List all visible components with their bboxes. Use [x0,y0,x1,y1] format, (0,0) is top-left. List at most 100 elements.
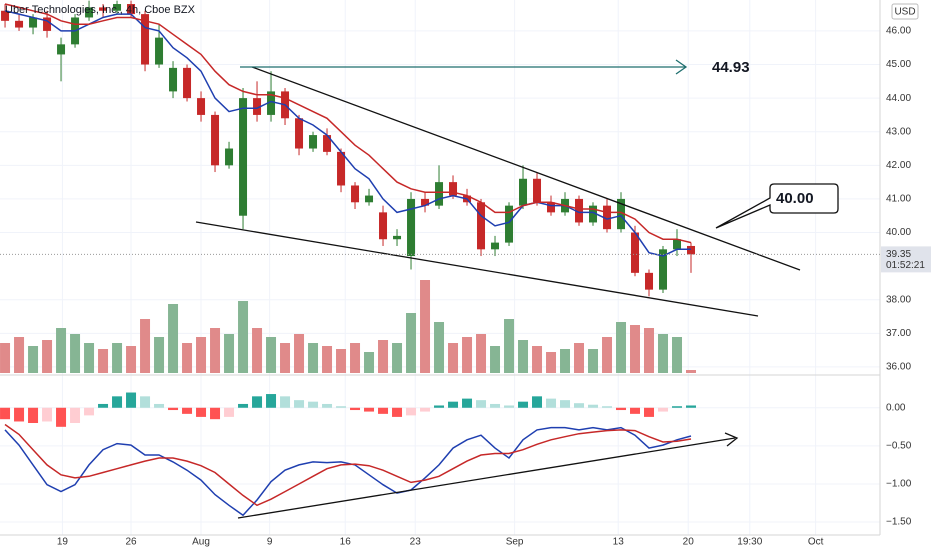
volume-bar [672,337,683,373]
volume-layer [0,280,697,373]
last-price-label: 39.35 [886,249,911,260]
macd-line [4,423,692,507]
macd-histogram-bar [14,407,25,422]
volume-bar [322,346,333,373]
volume-bar [378,340,389,373]
volume-bar [140,319,151,373]
candle-body [673,239,682,250]
price-layer [1,0,696,297]
macd-histogram-bar [182,407,193,414]
macd-histogram-bar [196,407,207,417]
macd-histogram-bar [630,407,641,414]
volume-bar [546,352,557,373]
volume-bar [392,343,403,373]
volume-bar [196,337,207,373]
candle-body [141,14,150,65]
volume-bar [84,343,95,373]
volume-bar [504,319,515,373]
macd-histogram-bar [588,404,599,408]
y-tick-label: 42.00 [886,160,911,171]
macd-histogram-bar [322,403,333,408]
volume-bar [658,334,669,373]
macd-histogram-bar [210,407,221,420]
macd-histogram-bar [154,403,165,408]
volume-bar [350,343,361,373]
volume-bar [364,352,375,373]
currency-box [891,3,919,20]
x-tick-label: 19 [57,537,69,548]
countdown-label: 01:52:21 [886,260,925,271]
y-tick-label: 44.00 [886,93,911,104]
macd-histogram-bar [462,398,473,408]
macd-tick-label: −1.00 [886,479,912,490]
candle-body [43,17,52,31]
macd-histogram-bar [140,396,151,408]
volume-bar [126,346,137,373]
volume-bar [420,280,431,373]
candle-body [127,4,136,15]
macd-histogram-bar [364,407,375,412]
candle-body [533,178,542,203]
volume-bar [252,328,263,373]
volume-bar [448,343,459,373]
macd-histogram-bar [686,405,697,408]
macd-histogram-bar [84,407,95,416]
moving-average [4,10,691,257]
candle-body [169,67,178,92]
candle-body [197,98,206,115]
macd-histogram-bar [168,407,179,411]
chart-title: Uber Technologies, Inc., 4h, Cboe BZX [5,4,196,16]
macd-histogram-bar [350,407,361,411]
macd-histogram-bar [308,401,319,408]
volume-bar [224,334,235,373]
volume-bar [112,343,123,373]
x-tick-label: 16 [340,537,352,548]
macd-histogram-bar [420,407,431,412]
callout-label: 40.00 [776,190,814,207]
volume-bar [168,304,179,373]
candle-body [407,198,416,257]
macd-trendline [237,437,736,519]
moving-average [4,3,692,244]
macd-histogram-bar [448,401,459,408]
macd-histogram-bar [0,407,11,420]
macd-histogram-bar [56,407,67,427]
target-arrow-head [675,59,688,75]
candle-body [57,44,66,55]
candle-body [435,182,444,206]
volume-bar [266,337,277,373]
candle-body [15,20,24,28]
macd-tick-label: 0.00 [886,402,906,413]
macd-histogram-bar [434,405,445,408]
macd-histogram-bar [224,407,235,417]
upper-trendline [251,66,801,271]
macd-histogram-bar [252,396,263,408]
y-tick-label: 38.00 [886,294,911,305]
candle-body [99,7,108,11]
volume-bar [602,337,613,373]
macd-tick-label: −0.50 [886,440,912,451]
lower-trendline [195,221,759,317]
volume-bar [630,325,641,373]
volume-bar [182,343,193,373]
candle-body [631,232,640,273]
candle-body [421,198,430,206]
candle-body [85,7,94,18]
currency: USD [894,7,915,18]
x-tick-label: 26 [125,537,137,548]
target-label: 44.93 [712,59,750,76]
macd-line [4,426,692,517]
callout-box [715,183,839,229]
candle-body [547,202,556,213]
x-tick-label: 20 [683,537,695,548]
macd-histogram-bar [490,403,501,408]
candle-body [295,118,304,149]
macd-histogram-bar [70,407,81,423]
volume-bar [462,337,473,373]
grid [0,0,880,535]
candle-body [239,98,248,216]
volume-bar [154,337,165,373]
candle-body [29,17,38,28]
volume-bar [406,313,417,373]
